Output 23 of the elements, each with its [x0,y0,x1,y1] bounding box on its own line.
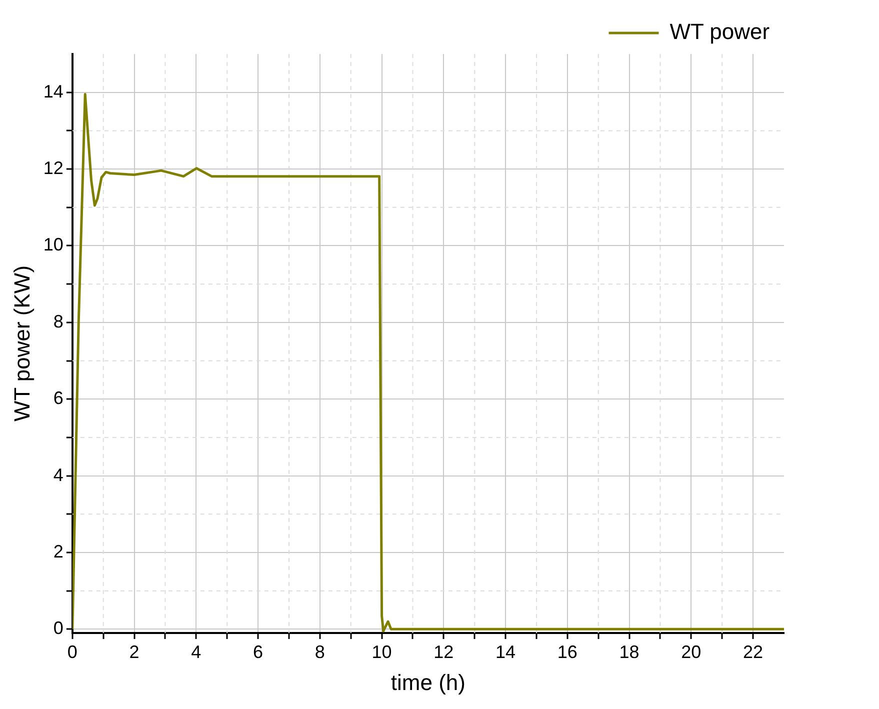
x-tick-label: 4 [191,642,202,662]
legend-label: WT power [670,19,770,44]
y-tick-label: 4 [53,464,64,485]
x-axis-title: time (h) [390,670,466,695]
y-tick-label: 0 [53,618,64,638]
x-tick-label: 16 [557,642,578,662]
y-tick-label: 10 [43,234,64,255]
y-tick-label: 2 [53,541,64,562]
x-tick-label: 2 [129,642,140,662]
x-tick-label: 22 [743,642,764,662]
x-tick-label: 10 [372,642,392,662]
x-tick-label: 14 [496,642,516,662]
x-tick-label: 20 [681,642,702,662]
x-tick-label: 18 [619,642,640,662]
y-tick-label: 6 [53,388,64,408]
y-tick-label: 14 [43,81,64,102]
x-tick-label: 12 [434,642,454,662]
y-tick-label: 12 [43,158,64,178]
x-tick-label: 6 [253,642,264,662]
y-axis-title: WT power (KW) [9,265,34,422]
x-tick-label: 8 [314,642,325,662]
x-tick-label: 0 [67,642,78,662]
y-tick-label: 8 [53,311,64,332]
